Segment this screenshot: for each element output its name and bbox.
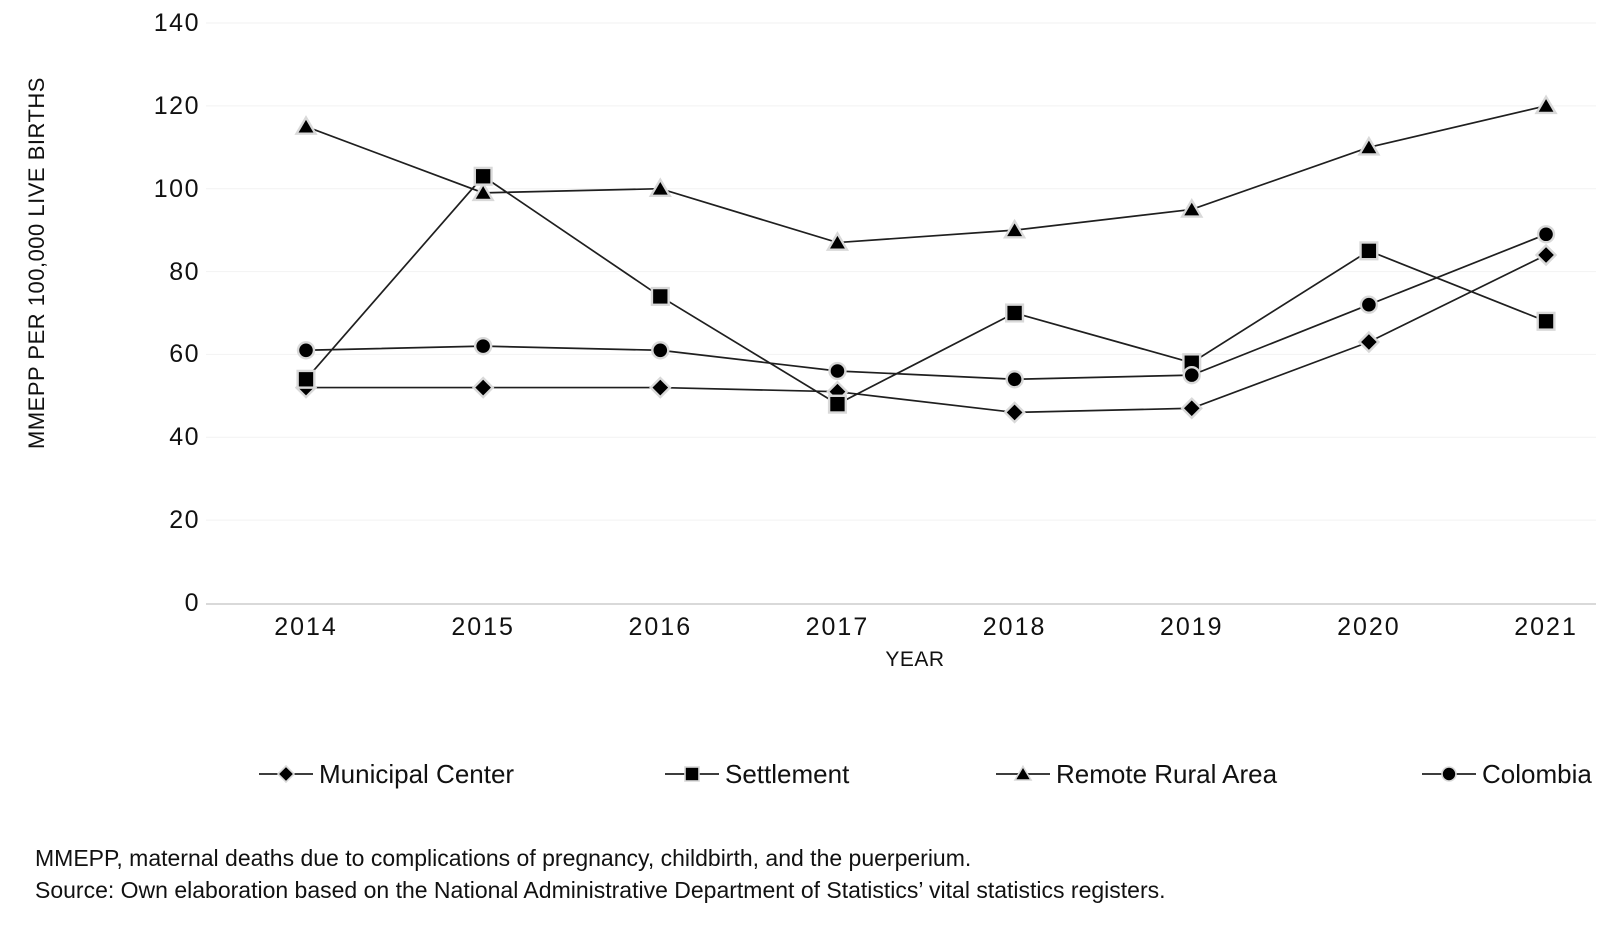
circle-marker-icon <box>1536 225 1556 244</box>
legend: Municipal Center Settlement Remote Rural A… <box>0 759 1600 789</box>
square-marker-icon <box>296 369 316 389</box>
y-tick-label: 40 <box>169 423 200 452</box>
x-tick-label: 2017 <box>805 613 870 641</box>
square-marker-icon <box>650 286 670 306</box>
square-marker-icon <box>473 166 493 186</box>
triangle-marker-icon <box>294 115 318 135</box>
footnote-abbreviation: MMEPP, maternal deaths due to complicati… <box>35 845 972 871</box>
diamond-marker-icon <box>649 376 672 399</box>
triangle-marker-icon <box>1180 198 1204 218</box>
footnotes: MMEPP, maternal deaths due to complicati… <box>35 842 1166 906</box>
x-tick-label: 2014 <box>274 613 338 641</box>
circle-marker-icon <box>828 361 847 381</box>
x-tick-label: 2019 <box>1159 613 1224 641</box>
legend-item-remote-rural-area: Remote Rural Area <box>995 759 1277 789</box>
circle-marker-icon <box>651 341 670 360</box>
square-marker-icon <box>827 394 848 414</box>
square-marker-icon <box>1536 311 1556 331</box>
circle-marker-icon <box>473 336 493 356</box>
circle-marker-icon <box>296 341 316 360</box>
legend-item-municipal-center: Municipal Center <box>258 759 514 789</box>
y-tick-label: 80 <box>169 257 200 286</box>
legend-square-icon <box>665 766 719 782</box>
triangle-marker-icon <box>1013 764 1033 781</box>
legend-diamond-icon <box>259 764 313 784</box>
legend-label: Municipal Center <box>319 758 515 789</box>
diamond-marker-icon <box>471 376 495 399</box>
y-tick-label: 140 <box>153 8 200 37</box>
legend-item-settlement: Settlement <box>664 759 849 789</box>
x-tick-label: 2016 <box>628 613 693 641</box>
diamond-marker-icon <box>276 764 296 784</box>
x-tick-label: 2021 <box>1514 613 1578 641</box>
legend-circle-icon <box>1422 766 1476 782</box>
triangle-marker-icon <box>1534 94 1558 115</box>
y-tick-label: 100 <box>153 174 200 203</box>
diamond-marker-icon <box>1534 243 1558 267</box>
series-line-settlement <box>305 175 1547 406</box>
y-tick-label: 60 <box>169 340 200 369</box>
square-marker-icon <box>1005 303 1025 323</box>
legend-label: Colombia <box>1482 758 1592 789</box>
x-tick-label: 2020 <box>1337 613 1401 641</box>
y-tick-label: 120 <box>153 91 200 120</box>
series-line-colombia <box>305 233 1547 381</box>
x-tick-label: 2015 <box>451 613 515 641</box>
x-axis-title: YEAR <box>885 648 945 671</box>
triangle-marker-icon <box>1357 135 1381 156</box>
x-tick-label: 2018 <box>982 613 1047 641</box>
diamond-marker-icon <box>1357 330 1381 354</box>
footnote-source: Source: Own elaboration based on the Nat… <box>35 877 1166 903</box>
triangle-marker-icon <box>825 231 850 251</box>
triangle-marker-icon <box>648 177 672 198</box>
triangle-marker-icon <box>1003 218 1027 239</box>
diamond-marker-icon <box>1180 397 1203 420</box>
y-axis-title: MMEPP PER 100,000 LIVE BIRTHS <box>24 77 49 449</box>
legend-item-colombia: Colombia <box>1421 759 1592 789</box>
series-line-remote-rural-area <box>305 105 1547 244</box>
square-marker-icon <box>684 766 700 782</box>
y-tick-label: 20 <box>169 506 200 535</box>
diamond-marker-icon <box>1003 401 1026 424</box>
series-line-municipal-center <box>306 254 1547 414</box>
circle-marker-icon <box>1359 295 1379 314</box>
legend-label: Remote Rural Area <box>1056 758 1278 789</box>
y-tick-label: 0 <box>184 589 200 617</box>
circle-marker-icon <box>1005 370 1024 389</box>
legend-label: Settlement <box>725 758 850 789</box>
legend-triangle-icon <box>996 764 1050 781</box>
square-marker-icon <box>1359 241 1379 261</box>
triangle-marker-icon <box>471 181 495 202</box>
circle-marker-icon <box>1182 365 1201 385</box>
circle-marker-icon <box>1441 766 1457 782</box>
